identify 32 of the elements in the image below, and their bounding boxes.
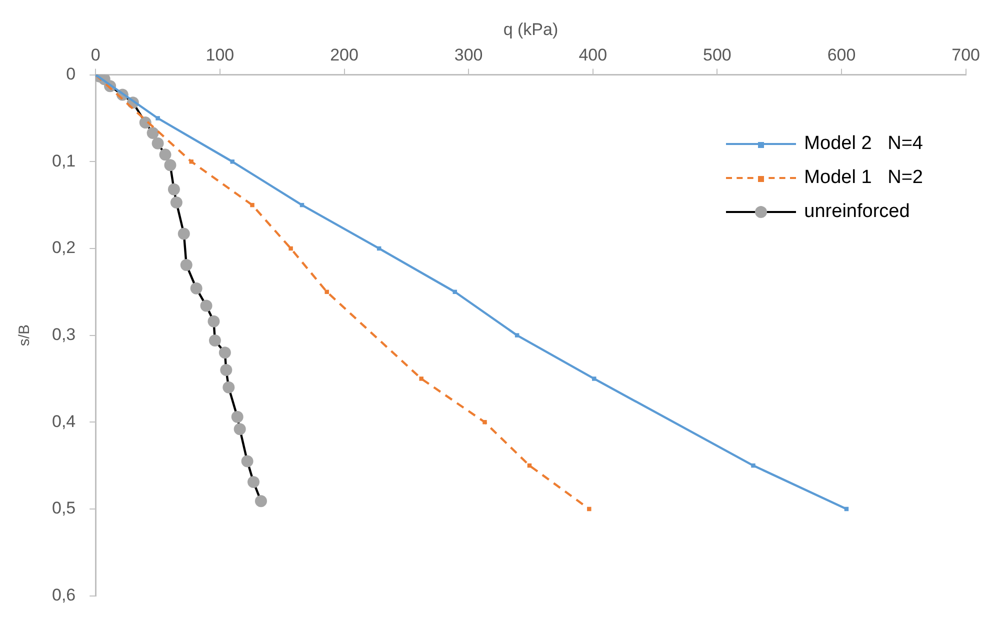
y-tick-label: 0,5 [52,498,76,518]
x-tick-label: 0 [90,45,100,64]
y-tick-label: 0,3 [52,324,76,344]
point [419,376,424,381]
x-tick-label: 700 [952,45,980,64]
x-tick-label: 200 [330,45,358,64]
point [587,506,592,512]
x-tick-label: 400 [578,45,608,64]
x-tick-label: 300 [454,45,483,64]
x-tick-label: 600 [827,45,856,64]
y-tick-label: 0,6 [52,585,76,604]
point [156,116,160,120]
point [230,160,234,164]
y-tick-label: 0,1 [52,151,76,170]
point [482,420,487,424]
x-axis-title: q (kPa) [503,20,558,39]
legend-label: unreinforced [804,201,910,223]
point [514,333,520,338]
legend-label: Model 2 N=4 [804,133,923,155]
y-tick-label: 0 [66,64,76,84]
point [189,160,194,164]
point [288,246,293,251]
y-axis-title: s/B [16,324,34,346]
point [751,463,756,468]
point [250,202,254,208]
x-tick-label: 500 [703,45,732,64]
x-tick-label: 100 [206,45,234,64]
legend-label: Model 1 N=2 [804,167,923,189]
point [324,290,329,294]
point [592,376,596,381]
y-tick-label: 0,4 [52,412,76,431]
y-tick-label: 0,2 [52,238,76,258]
